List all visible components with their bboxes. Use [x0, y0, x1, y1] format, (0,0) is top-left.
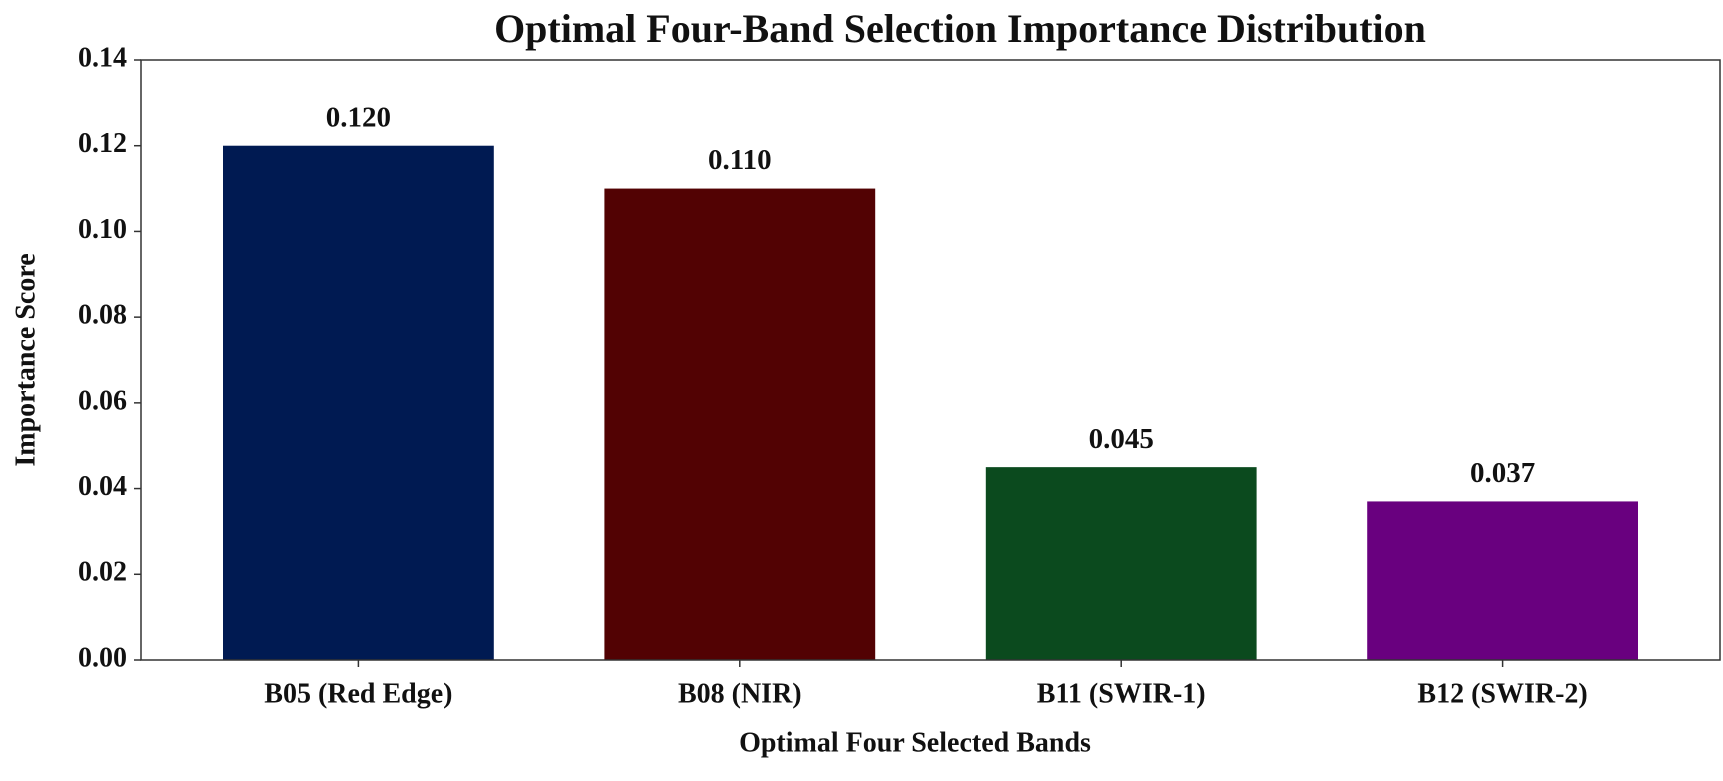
x-tick-label: B05 (Red Edge) — [264, 678, 452, 709]
bar — [604, 188, 876, 661]
value-label: 0.037 — [1470, 457, 1535, 489]
plot-frame — [140, 59, 1721, 661]
y-tick-label: 0.10 — [78, 214, 127, 245]
y-tick-label: 0.06 — [78, 385, 127, 416]
bar — [1367, 501, 1638, 660]
value-label: 0.045 — [1089, 423, 1154, 455]
y-tick-label: 0.00 — [78, 642, 127, 673]
x-tick-label: B12 (SWIR-2) — [1417, 678, 1587, 709]
value-label: 0.120 — [326, 101, 391, 133]
x-tick-label: B11 (SWIR-1) — [1037, 678, 1206, 709]
bar — [985, 467, 1257, 660]
y-tick-label: 0.08 — [78, 300, 127, 331]
x-tick-label: B08 (NIR) — [678, 678, 802, 709]
bar — [223, 145, 494, 660]
y-tick-label: 0.04 — [78, 471, 127, 502]
value-label: 0.110 — [708, 144, 772, 176]
y-axis-label: Importance Score — [10, 253, 41, 466]
y-tick-label: 0.12 — [78, 128, 127, 159]
y-tick-label: 0.02 — [78, 557, 127, 588]
y-tick-label: 0.14 — [78, 42, 127, 73]
chart-title: Optimal Four-Band Selection Importance D… — [494, 6, 1426, 51]
x-axis-label: Optimal Four Selected Bands — [739, 727, 1091, 758]
